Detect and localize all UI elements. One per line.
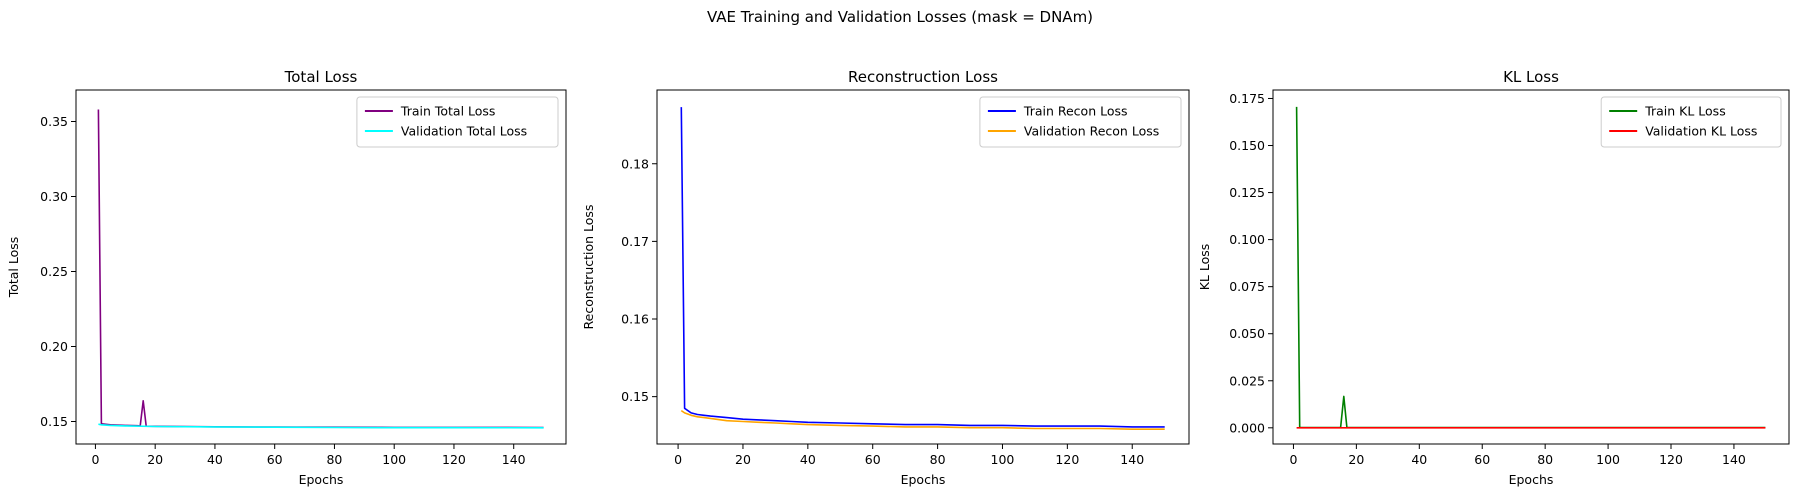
y-tick-label: 0.30 (40, 189, 68, 204)
y-tick-label: 0.050 (1229, 326, 1265, 341)
series-line-1 (1295, 106, 1766, 429)
y-axis-label: Total Loss (6, 237, 21, 299)
x-tick-label: 80 (326, 452, 342, 467)
figure-suptitle: VAE Training and Validation Losses (mask… (707, 8, 1093, 26)
y-tick-label: 0.125 (1229, 185, 1265, 200)
x-tick-label: 20 (1348, 452, 1364, 467)
series-line-2 (680, 409, 1165, 431)
y-axis-label: KL Loss (1197, 244, 1212, 291)
legend-label: Validation Recon Loss (1024, 124, 1159, 139)
y-tick-label: 0.25 (40, 264, 68, 279)
legend-label: Validation Total Loss (401, 124, 527, 139)
legend-box (356, 96, 559, 148)
x-tick-label: 40 (800, 452, 816, 467)
x-axis-label: Epochs (299, 472, 344, 487)
y-tick-label: 0.15 (621, 389, 649, 404)
legend: Train Total Loss Validation Total Loss (356, 96, 559, 148)
x-tick-label: 20 (147, 452, 163, 467)
legend-label: Validation KL Loss (1645, 124, 1757, 139)
x-tick-label: 140 (1120, 452, 1144, 467)
x-tick-label: 100 (1596, 452, 1620, 467)
charts-root: Total Loss 0 20 40 60 80 100 120 140 0.15 0.20 0.25… (6, 68, 1790, 487)
y-tick-label: 0.18 (621, 156, 649, 171)
legend-label: Train Total Loss (400, 104, 496, 119)
x-tick-label: 60 (865, 452, 881, 467)
y-tick-label: 0.35 (40, 114, 68, 129)
y-tick-label: 0.175 (1229, 91, 1265, 106)
chart-title: Reconstruction Loss (848, 68, 998, 86)
x-tick-label: 100 (382, 452, 406, 467)
x-tick-label: 80 (1537, 452, 1553, 467)
y-tick-label: 0.16 (621, 312, 649, 327)
x-tick-label: 80 (930, 452, 946, 467)
x-tick-label: 100 (991, 452, 1015, 467)
series-line-2 (98, 423, 544, 429)
x-tick-label: 120 (1055, 452, 1079, 467)
chart-panel-1: Total Loss 0 20 40 60 80 100 120 140 0.15 0.20 0.25… (6, 68, 567, 487)
series-line-1 (680, 107, 1165, 428)
x-tick-label: 120 (1659, 452, 1683, 467)
legend: Train Recon Loss Validation Recon Loss (979, 96, 1182, 148)
x-tick-label: 0 (674, 452, 682, 467)
x-tick-label: 40 (1411, 452, 1427, 467)
chart-panel-2: Reconstruction Loss 0 20 40 60 80 100 120 140 0.1… (581, 68, 1190, 487)
legend-label: Train Recon Loss (1023, 104, 1128, 119)
plot-frame (1272, 89, 1790, 445)
y-tick-label: 0.075 (1229, 279, 1265, 294)
x-axis-label: Epochs (901, 472, 946, 487)
x-axis-label: Epochs (1509, 472, 1554, 487)
legend-label: Train KL Loss (1644, 104, 1726, 119)
legend-box (979, 96, 1182, 148)
x-tick-label: 40 (207, 452, 223, 467)
plot-frame (656, 89, 1190, 445)
legend: Train KL Loss Validation KL Loss (1600, 96, 1782, 148)
x-tick-label: 0 (1289, 452, 1297, 467)
y-tick-label: 0.025 (1229, 373, 1265, 388)
y-tick-label: 0.20 (40, 339, 68, 354)
y-tick-label: 0.15 (40, 414, 68, 429)
x-tick-label: 60 (267, 452, 283, 467)
plot-frame (75, 89, 567, 445)
chart-title: KL Loss (1503, 68, 1559, 86)
chart-panel-3: KL Loss 0 20 40 60 80 100 120 140 0.000 0.025 0.050… (1197, 68, 1790, 487)
x-tick-label: 60 (1474, 452, 1490, 467)
x-tick-label: 140 (502, 452, 526, 467)
legend-box (1600, 96, 1782, 148)
x-tick-label: 20 (735, 452, 751, 467)
y-tick-label: 0.100 (1229, 232, 1265, 247)
y-tick-label: 0.000 (1229, 420, 1265, 435)
series-line-1 (97, 109, 544, 429)
x-tick-label: 140 (1722, 452, 1746, 467)
chart-title: Total Loss (284, 68, 358, 86)
x-tick-label: 120 (442, 452, 466, 467)
y-tick-label: 0.150 (1229, 138, 1265, 153)
x-tick-label: 0 (91, 452, 99, 467)
y-tick-label: 0.17 (621, 234, 649, 249)
y-axis-label: Reconstruction Loss (581, 205, 596, 330)
